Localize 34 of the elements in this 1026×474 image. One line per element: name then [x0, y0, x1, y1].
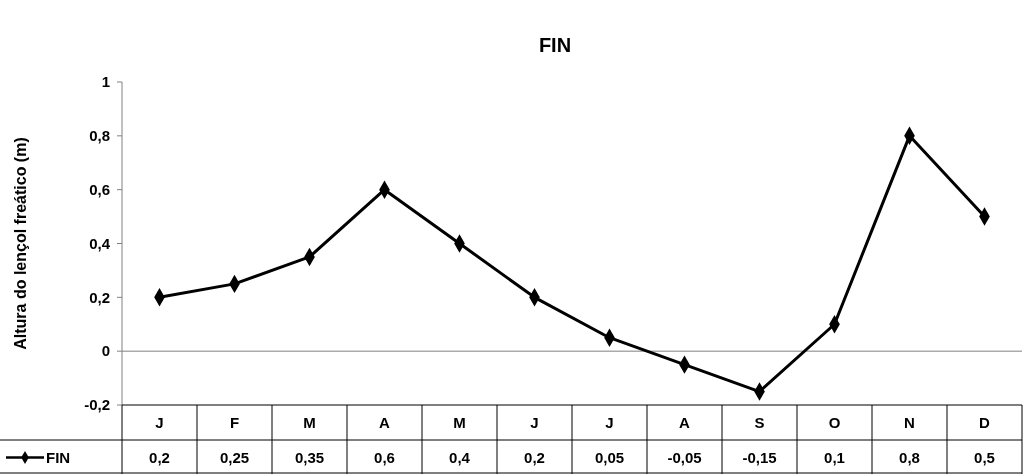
- x-tick-label: A: [379, 413, 391, 431]
- x-tick-label: S: [754, 413, 765, 431]
- y-tick-label: 0,6: [89, 180, 110, 198]
- x-tick-label: O: [828, 413, 841, 431]
- x-tick-label: D: [979, 413, 991, 431]
- x-tick-label: A: [679, 413, 691, 431]
- data-label: 0,6: [374, 448, 395, 466]
- legend-label: FIN: [46, 448, 71, 466]
- y-tick-label: 1: [101, 73, 110, 91]
- data-label: -0,05: [667, 448, 702, 466]
- data-label: -0,15: [742, 448, 777, 466]
- y-axis-title: Altura do lençol freático (m): [12, 137, 29, 350]
- x-tick-label: J: [155, 413, 164, 431]
- data-label: 0,2: [524, 448, 545, 466]
- chart-title: FIN: [538, 34, 572, 56]
- data-label: 0,1: [824, 448, 845, 466]
- data-label: 0,25: [219, 448, 250, 466]
- data-label: 0,35: [294, 448, 325, 466]
- y-tick-label: 0,8: [89, 127, 110, 145]
- y-tick-label: 0: [101, 342, 110, 360]
- x-tick-label: M: [453, 413, 466, 431]
- x-tick-label: N: [904, 413, 915, 431]
- data-label: 0,2: [149, 448, 170, 466]
- x-tick-label: J: [605, 413, 614, 431]
- x-tick-label: F: [229, 413, 240, 431]
- data-label: 0,8: [899, 448, 920, 466]
- y-tick-label: -0,2: [84, 396, 110, 414]
- data-label: 0,4: [449, 448, 471, 466]
- y-tick-label: 0,4: [89, 234, 111, 252]
- data-label: 0,5: [974, 448, 995, 466]
- x-tick-label: M: [303, 413, 316, 431]
- y-tick-label: 0,2: [89, 288, 110, 306]
- data-label: 0,05: [594, 448, 625, 466]
- x-tick-label: J: [530, 413, 539, 431]
